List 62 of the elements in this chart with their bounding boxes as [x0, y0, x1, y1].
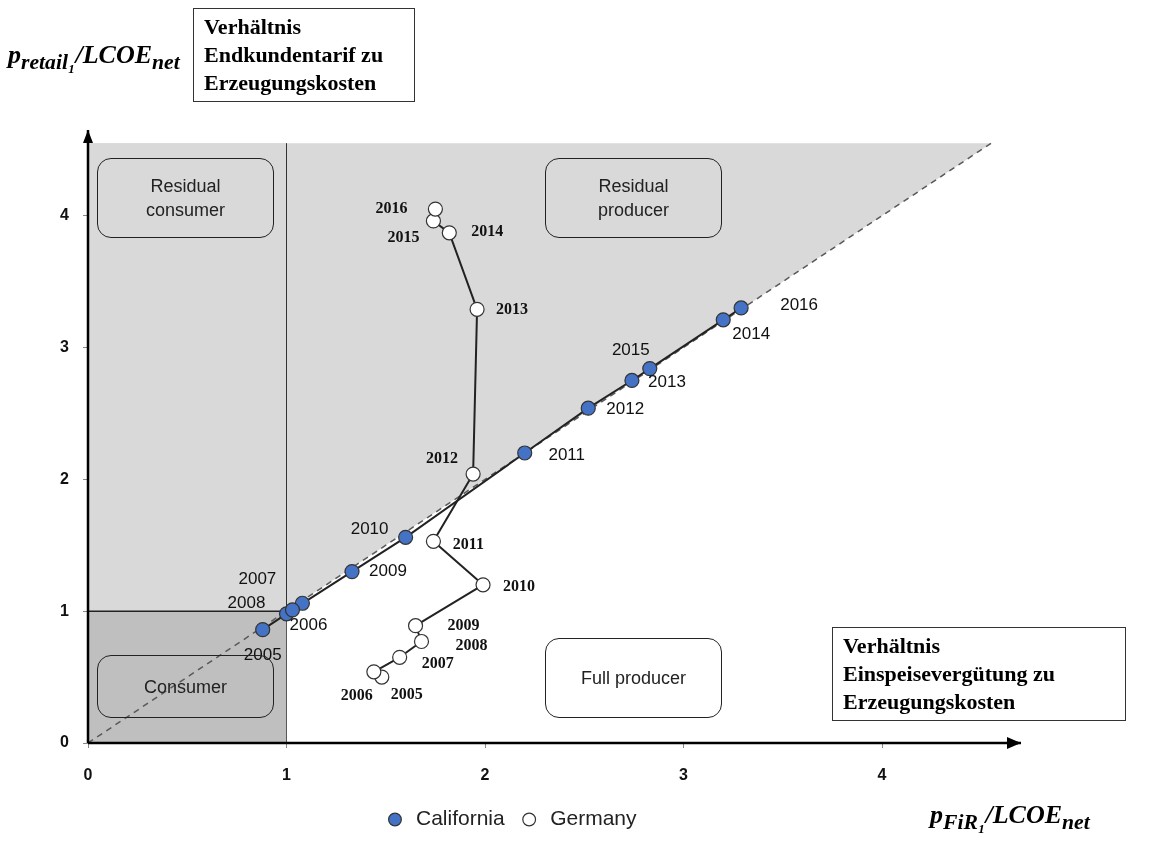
text-frame: Verhältnis Einspeisevergütung zu Erzeugungskosten: [832, 627, 1126, 721]
annotation: 2013: [496, 300, 529, 318]
point: [413, 633, 430, 650]
annotation: 2006: [289, 615, 328, 635]
point: [344, 564, 360, 580]
annotation: 2009: [369, 561, 407, 581]
text-frame: Residual producer: [545, 158, 722, 238]
point: [475, 577, 491, 593]
annotation: 2007: [421, 654, 454, 672]
y-tick-label: 2: [60, 469, 70, 487]
y-axis-title: p$_{retail₁}$/LCOE$_{net}$: [8, 40, 180, 76]
y-tick-label: 0: [60, 733, 70, 751]
point: [624, 372, 640, 389]
text-frame: Residual consumer: [97, 158, 274, 238]
annotation: 2016: [375, 199, 408, 217]
point: [715, 312, 731, 328]
annotation: 2010: [503, 576, 536, 594]
x-tick-label: 4: [877, 766, 887, 784]
annotation: 2006: [340, 685, 373, 703]
text-frame: Full producer: [545, 638, 722, 718]
point: [427, 201, 443, 217]
legend-label: California: [415, 806, 505, 830]
annotation: 2014: [471, 221, 504, 239]
annotation: 2009: [447, 615, 480, 633]
annotation: 2011: [548, 444, 585, 464]
point: [366, 664, 382, 680]
point: [398, 529, 414, 545]
x-tick-label: 1: [282, 766, 292, 784]
annotation: 2010: [350, 519, 389, 539]
y-tick-label: 1: [60, 601, 70, 619]
x-tick-label: 2: [480, 766, 490, 784]
annotation: 2005: [390, 685, 423, 703]
annotation: 2011: [452, 535, 484, 553]
annotation: 2013: [648, 372, 686, 392]
y-tick-label: 3: [60, 337, 70, 355]
annotation: 2007: [238, 568, 277, 588]
point: [642, 361, 658, 377]
x-axis-title: p$_{FiR₁}$/LCOE$_{net}$: [930, 800, 1090, 836]
annotation: 2012: [426, 449, 459, 467]
x-tick-label: 3: [679, 766, 689, 784]
text-frame: Verhältnis Endkundentarif zu Erzeugungskosten: [193, 8, 415, 102]
point: [465, 466, 481, 482]
point: [580, 400, 596, 416]
point: [517, 445, 533, 461]
annotation: 2008: [455, 635, 488, 653]
point: [469, 301, 485, 317]
point: [733, 300, 749, 316]
point: [255, 622, 271, 638]
annotation: 2008: [227, 592, 266, 612]
y-tick-label: 4: [60, 206, 70, 224]
point: [392, 649, 408, 665]
annotation: 2015: [387, 228, 420, 246]
annotation: 2016: [780, 294, 819, 314]
legend-label: Germany: [550, 806, 638, 830]
x-tick-label: 0: [83, 766, 93, 784]
annotation: 2012: [606, 398, 645, 418]
annotation: 2015: [611, 340, 650, 360]
annotation: 2014: [732, 323, 771, 343]
point: [407, 618, 424, 634]
point: [284, 602, 301, 618]
point: [425, 533, 442, 549]
point: [441, 225, 457, 241]
